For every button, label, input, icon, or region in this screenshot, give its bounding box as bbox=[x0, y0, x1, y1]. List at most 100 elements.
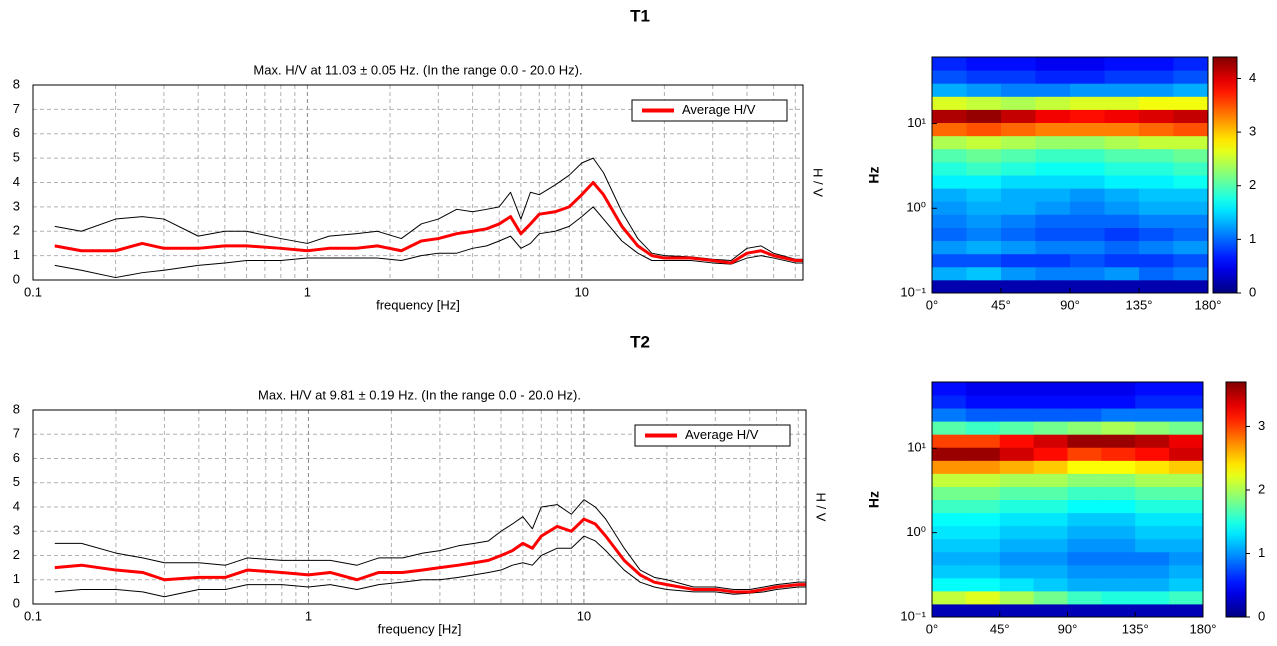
heatmap-cell bbox=[1035, 214, 1071, 228]
heatmap-cell bbox=[1104, 109, 1140, 123]
heatmap-cell bbox=[1070, 279, 1105, 294]
heatmap-cell bbox=[1135, 577, 1170, 592]
heatmap-cell bbox=[965, 577, 1001, 592]
heatmap-cell bbox=[1001, 83, 1036, 97]
heatmap-cell bbox=[1104, 240, 1140, 255]
y-tick-label: 0 bbox=[13, 595, 20, 610]
heatmap-cell bbox=[1070, 266, 1105, 281]
heatmap-cell bbox=[1169, 447, 1204, 461]
y-tick-label: 10¹ bbox=[907, 115, 926, 130]
heatmap-cell bbox=[1135, 382, 1170, 396]
heatmap-cell bbox=[965, 525, 1001, 540]
x-tick-label: 45° bbox=[990, 621, 1010, 636]
y-tick-label: 4 bbox=[13, 174, 20, 189]
heatmap-cell bbox=[1033, 382, 1068, 396]
heatmap-cell bbox=[932, 279, 967, 294]
heatmap-cell bbox=[1169, 434, 1204, 448]
heatmap-cell bbox=[965, 473, 1001, 487]
y-tick-label: 10⁰ bbox=[906, 524, 926, 539]
y-tick-label: 7 bbox=[13, 426, 20, 441]
heatmap-cell bbox=[1070, 122, 1105, 137]
heatmap-cell bbox=[932, 538, 967, 553]
heatmap-cell bbox=[932, 175, 967, 189]
heatmap-cell bbox=[1067, 603, 1102, 618]
y-tick-label: 8 bbox=[13, 401, 20, 416]
colorbar bbox=[1212, 56, 1238, 294]
x-tick-label: 1 bbox=[305, 608, 312, 623]
chart-title: Max. H/V at 9.81 ± 0.19 Hz. (In the rang… bbox=[258, 387, 581, 402]
heatmap-cell bbox=[1070, 109, 1105, 123]
y-tick-label: 5 bbox=[13, 474, 20, 489]
heatmap-cell bbox=[1001, 188, 1036, 202]
x-tick-label: 180° bbox=[1190, 621, 1217, 636]
heatmap-cell bbox=[966, 83, 1002, 97]
x-axis-label: frequency [Hz] bbox=[378, 621, 462, 636]
heatmap-cell bbox=[932, 590, 967, 605]
heatmap-cell bbox=[965, 408, 1001, 422]
heatmap-cell bbox=[966, 175, 1002, 189]
heatmap-cell bbox=[965, 590, 1001, 605]
y-tick-label: 8 bbox=[13, 76, 20, 91]
heatmap-cell bbox=[1067, 395, 1102, 409]
heatmap-cell bbox=[1135, 538, 1170, 553]
heatmap-cell bbox=[1173, 227, 1209, 242]
heatmap-cell bbox=[1070, 188, 1105, 202]
colorbar-tick-label: 3 bbox=[1249, 124, 1256, 139]
heatmap-cell bbox=[932, 460, 967, 474]
heatmap-cell bbox=[965, 447, 1001, 461]
heatmap-cell bbox=[965, 434, 1001, 448]
heatmap-cell bbox=[1101, 421, 1136, 435]
heatmap-cell bbox=[1001, 201, 1036, 215]
heatmap-cell bbox=[1033, 434, 1068, 448]
heatmap-cell bbox=[932, 434, 967, 448]
x-tick-label: 90° bbox=[1058, 621, 1078, 636]
heatmap-cell bbox=[1067, 538, 1102, 553]
heatmap-cell bbox=[966, 135, 1002, 150]
heatmap-cell bbox=[1169, 603, 1204, 618]
heatmap-cell bbox=[1067, 408, 1102, 422]
heatmap-cell bbox=[1139, 96, 1174, 110]
heatmap-cell bbox=[1139, 240, 1174, 255]
heatmap-cell bbox=[1070, 135, 1105, 150]
panel-heading: T1 bbox=[630, 6, 650, 25]
heatmap-cell bbox=[1001, 161, 1036, 176]
x-tick-label: 10 bbox=[575, 284, 589, 299]
heatmap-cell bbox=[966, 96, 1002, 110]
heatmap-cell bbox=[1001, 70, 1036, 84]
heatmap-cell bbox=[1001, 266, 1036, 281]
heatmap-cell bbox=[1101, 486, 1136, 501]
heatmap-cell bbox=[1173, 279, 1209, 294]
heatmap-cell bbox=[999, 395, 1035, 409]
heatmap-cell bbox=[999, 499, 1035, 514]
heatmap-cell bbox=[932, 109, 967, 123]
x-tick-label: 0° bbox=[926, 621, 938, 636]
heatmap-cell bbox=[1139, 227, 1174, 242]
heatmap-cell bbox=[932, 70, 967, 84]
colorbar-tick-label: 2 bbox=[1249, 177, 1256, 192]
heatmap-cell bbox=[932, 227, 967, 242]
y-tick-label: 4 bbox=[13, 498, 20, 513]
heatmap-cell bbox=[1135, 460, 1170, 474]
heatmap-cell bbox=[1001, 227, 1036, 242]
heatmap-cell bbox=[1135, 499, 1170, 514]
y-axis-label: Hz bbox=[866, 166, 882, 183]
heatmap-cell bbox=[1067, 434, 1102, 448]
heatmap-cell bbox=[1139, 161, 1174, 176]
heatmap-cell bbox=[932, 447, 967, 461]
heatmap-cell bbox=[1135, 486, 1170, 501]
heatmap-cell bbox=[1033, 538, 1068, 553]
heatmap-cell bbox=[1104, 188, 1140, 202]
series-line bbox=[54, 181, 803, 265]
heatmap-cell bbox=[1104, 83, 1140, 97]
heatmap-cell bbox=[1035, 148, 1071, 163]
heatmap-cell bbox=[999, 577, 1035, 592]
heatmap-cell bbox=[1104, 148, 1140, 163]
heatmap-cell bbox=[1070, 253, 1105, 268]
heatmap-cell bbox=[1169, 486, 1204, 501]
heatmap-cell bbox=[1135, 447, 1170, 461]
heatmap-cell bbox=[932, 161, 967, 176]
heatmap-cell bbox=[965, 551, 1001, 566]
heatmap-cell bbox=[1001, 57, 1036, 71]
y-axis-label: Hz bbox=[866, 491, 882, 508]
heatmap-cell bbox=[1104, 135, 1140, 150]
